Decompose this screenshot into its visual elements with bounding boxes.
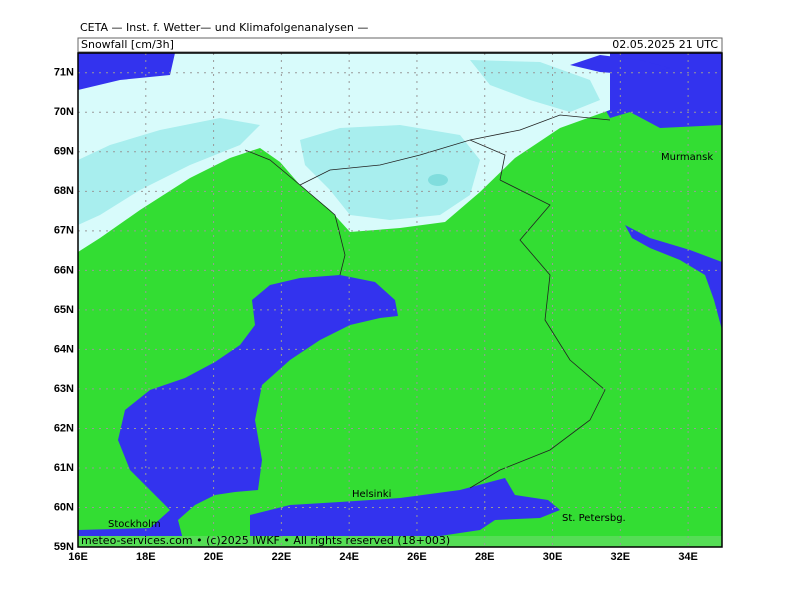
lat-tick-label: 66N: [54, 264, 74, 276]
place-label: Stockholm: [108, 519, 161, 530]
lon-tick-label: 34E: [678, 551, 698, 563]
map-title: Snowfall [cm/3h]: [81, 38, 174, 51]
lat-tick-label: 65N: [54, 304, 74, 316]
footer: meteo-services.com • (c)2025 IWKF • All …: [81, 534, 450, 547]
header: CETA — Inst. f. Wetter— und Klimafolgena…: [80, 21, 368, 34]
lon-tick-label: 20E: [204, 551, 224, 563]
place-label: Murmansk: [661, 152, 713, 163]
lon-tick-label: 32E: [611, 551, 631, 563]
place-label: St. Petersbg.: [562, 513, 626, 524]
lat-tick-label: 59N: [54, 541, 74, 553]
lon-tick-label: 18E: [136, 551, 156, 563]
lat-tick-label: 69N: [54, 146, 74, 158]
lon-tick-label: 26E: [407, 551, 427, 563]
map-frame: [77, 52, 723, 548]
lon-tick-label: 30E: [543, 551, 563, 563]
lat-tick-label: 64N: [54, 343, 74, 355]
lat-tick-label: 68N: [54, 185, 74, 197]
lat-tick-label: 61N: [54, 462, 74, 474]
lat-tick-label: 71N: [54, 67, 74, 79]
lon-tick-label: 16E: [68, 551, 88, 563]
title-box: [77, 37, 723, 53]
lon-tick-label: 28E: [475, 551, 495, 563]
lon-tick-label: 24E: [339, 551, 359, 563]
valid-time: 02.05.2025 21 UTC: [612, 38, 718, 51]
lat-tick-label: 62N: [54, 422, 74, 434]
lat-tick-label: 60N: [54, 501, 74, 513]
lon-tick-label: 22E: [272, 551, 292, 563]
place-label: Helsinki: [352, 489, 391, 500]
lat-tick-label: 67N: [54, 225, 74, 237]
lat-tick-label: 63N: [54, 383, 74, 395]
map: [78, 53, 722, 547]
lat-tick-label: 70N: [54, 106, 74, 118]
